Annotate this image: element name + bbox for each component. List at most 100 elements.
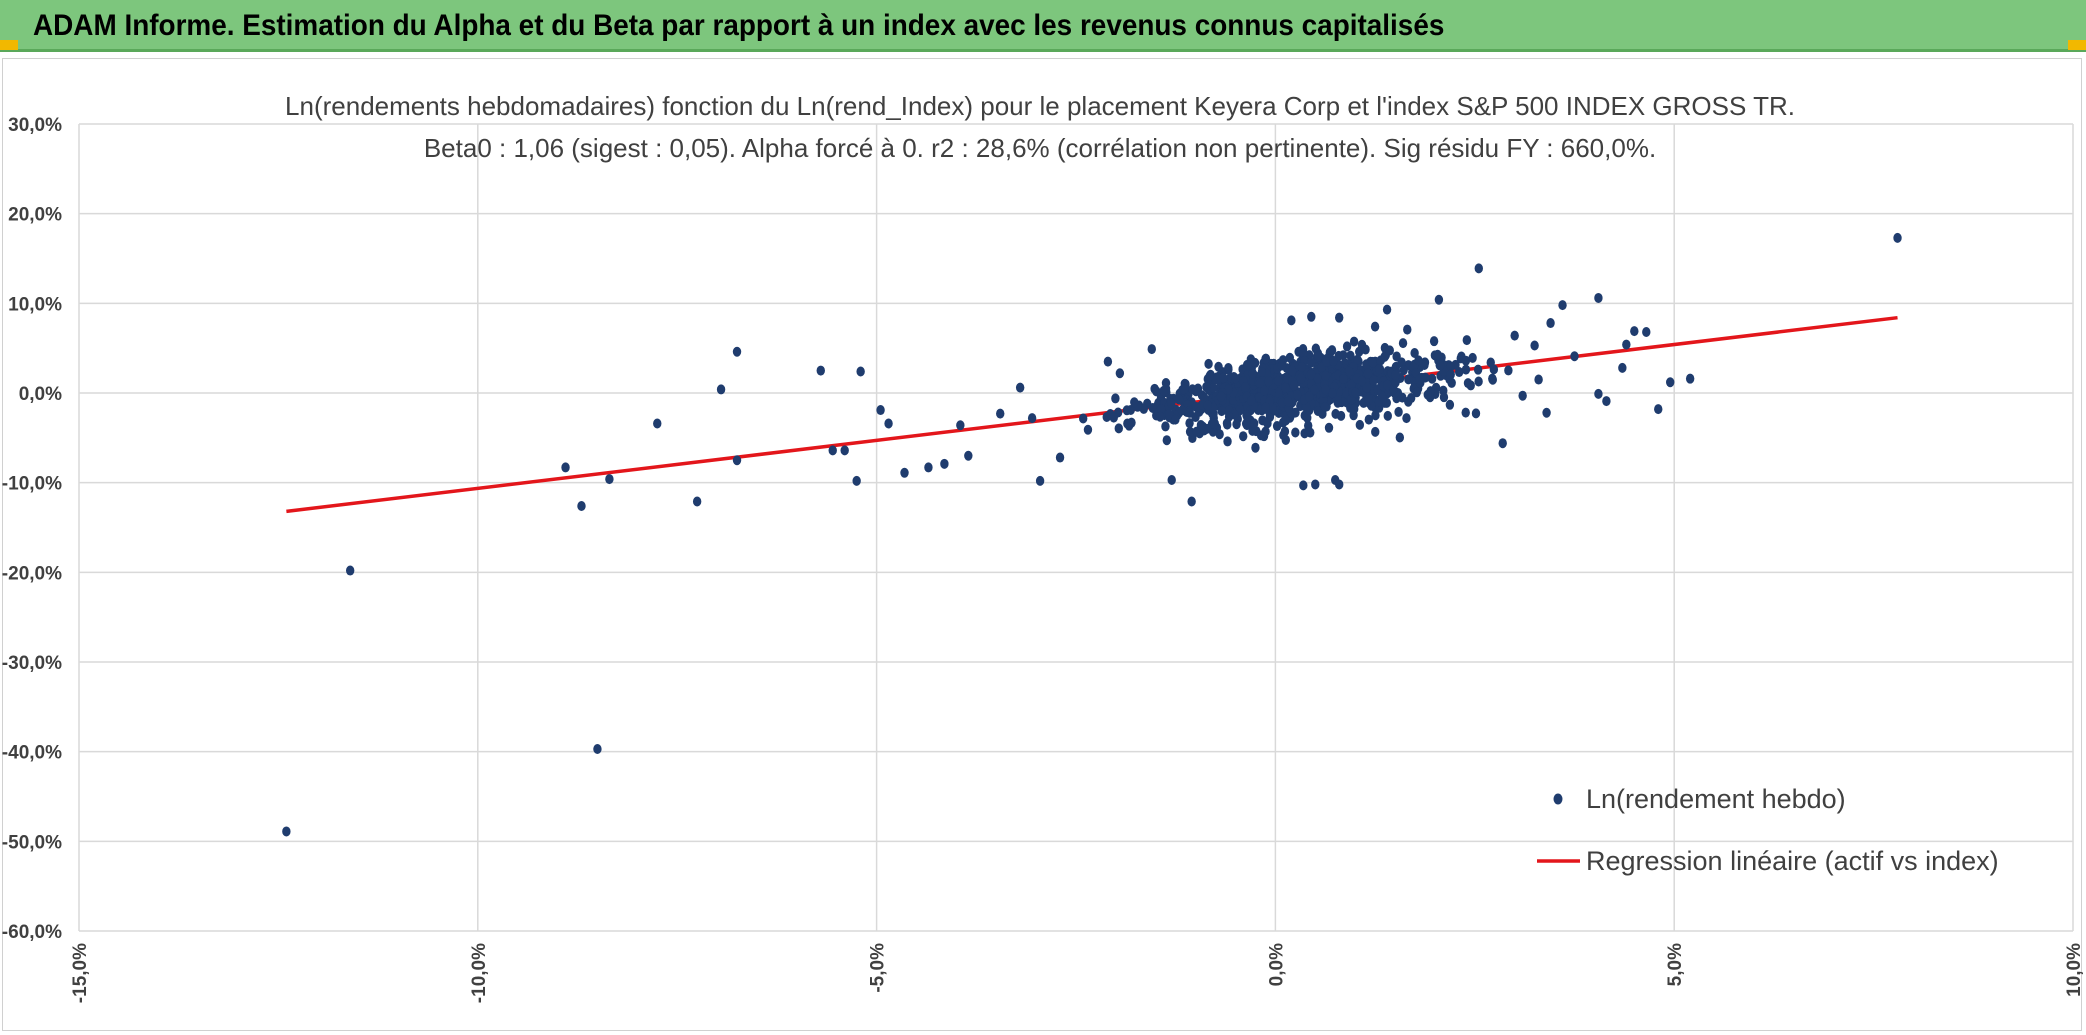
scatter-point	[1371, 410, 1380, 421]
scatter-point	[876, 405, 885, 416]
y-tick-label: -10,0%	[2, 474, 62, 495]
scatter-point	[1277, 360, 1287, 371]
scatter-point	[1594, 388, 1603, 399]
scatter-point	[1423, 389, 1432, 400]
scatter-point	[1406, 393, 1416, 404]
scatter-point	[1429, 336, 1439, 347]
scatter-point	[1306, 427, 1315, 438]
scatter-point	[1240, 382, 1250, 393]
scatter-point	[1322, 356, 1331, 367]
scatter-point	[1185, 426, 1195, 437]
scatter-point	[1224, 363, 1233, 374]
scatter-point	[1618, 362, 1627, 373]
scatter-point	[1504, 365, 1513, 376]
scatter-point	[1179, 384, 1189, 395]
scatter-point	[1534, 374, 1543, 385]
legend-label-scatter: Ln(rendement hebdo)	[1586, 784, 1846, 814]
scatter-point	[1250, 357, 1260, 368]
scatter-point	[1414, 355, 1423, 366]
scatter-point	[1167, 474, 1176, 485]
scatter-point	[1328, 388, 1337, 399]
scatter-point	[1291, 427, 1300, 438]
scatter-point	[1329, 355, 1338, 366]
scatter-point	[1383, 410, 1392, 421]
scatter-point	[1162, 435, 1172, 446]
scatter-point	[1296, 373, 1306, 384]
scatter-point	[1361, 344, 1370, 355]
scatter-point	[1232, 419, 1241, 430]
scatter-point	[1314, 351, 1323, 362]
scatter-point	[1489, 364, 1499, 375]
scatter-point	[605, 474, 614, 485]
scatter-point	[1362, 359, 1371, 370]
scatter-point	[1395, 432, 1405, 443]
scatter-point	[1339, 373, 1348, 384]
scatter-point	[1103, 356, 1113, 367]
scatter-point	[1115, 368, 1125, 379]
scatter-point	[1310, 384, 1319, 395]
scatter-point	[1166, 398, 1176, 409]
scatter-point	[1256, 430, 1266, 441]
scatter-point	[1394, 406, 1403, 417]
y-tick-label: -30,0%	[2, 653, 62, 674]
scatter-point	[1435, 360, 1445, 371]
y-tick-label: -50,0%	[2, 832, 62, 853]
scatter-point	[1346, 350, 1355, 361]
scatter-point	[1474, 263, 1483, 274]
scatter-point	[1114, 423, 1123, 434]
scatter-point	[1280, 426, 1290, 437]
scatter-point	[1274, 387, 1283, 398]
scatter-point	[1433, 349, 1442, 360]
scatter-point	[1420, 360, 1429, 371]
scatter-point	[940, 458, 949, 469]
scatter-point	[1685, 373, 1695, 384]
scatter-point	[1415, 374, 1424, 385]
scatter-point	[1205, 371, 1214, 382]
scatter-point	[1446, 369, 1455, 380]
scatter-point	[1410, 347, 1419, 358]
scatter-point	[1468, 352, 1477, 363]
scatter-point	[282, 826, 291, 837]
scatter-point	[1374, 364, 1384, 375]
scatter-point	[1281, 415, 1291, 426]
scatter-point	[1055, 452, 1065, 463]
legend-label-regression: Regression linéaire (actif vs index)	[1586, 846, 1999, 876]
scatter-point	[653, 418, 662, 429]
scatter-point	[1327, 345, 1337, 356]
scatter-point	[1461, 407, 1470, 418]
scatter-point	[1299, 480, 1308, 491]
scatter-point	[1473, 364, 1483, 375]
legend: Ln(rendement hebdo) Regression linéaire (…	[1537, 784, 1999, 876]
regression-series	[286, 315, 1898, 514]
scatter-point	[1363, 368, 1373, 379]
scatter-point	[1289, 380, 1299, 391]
scatter-point	[1445, 399, 1455, 410]
scatter-point	[1320, 401, 1330, 412]
scatter-point	[1398, 338, 1408, 349]
scatter-point	[1202, 381, 1211, 392]
scatter-point	[1264, 376, 1273, 387]
corner-marker-top-left	[0, 40, 18, 50]
scatter-point	[1311, 479, 1320, 490]
scatter-point	[732, 455, 742, 466]
scatter-point	[1078, 413, 1088, 424]
scatter-point	[1369, 375, 1378, 386]
scatter-point	[1174, 394, 1184, 405]
scatter-point	[1439, 392, 1449, 403]
scatter-point	[1287, 365, 1297, 376]
scatter-point	[996, 408, 1005, 419]
scatter-point	[1185, 418, 1194, 429]
scatter-point	[1273, 375, 1283, 386]
scatter-point	[924, 462, 933, 473]
scatter-point	[1155, 411, 1165, 422]
y-tick-label: 0,0%	[19, 384, 62, 405]
scatter-point	[1399, 365, 1408, 376]
scatter-point	[732, 346, 742, 357]
x-axis-ticks: -15,0% -10,0% -5,0% 0,0% 5,0% 10,0%	[70, 943, 2085, 1003]
scatter-point	[1404, 374, 1413, 385]
scatter-point	[1247, 395, 1256, 406]
scatter-point	[1666, 377, 1675, 388]
scatter-point	[1339, 350, 1348, 361]
x-tick-label: -5,0%	[868, 943, 889, 993]
